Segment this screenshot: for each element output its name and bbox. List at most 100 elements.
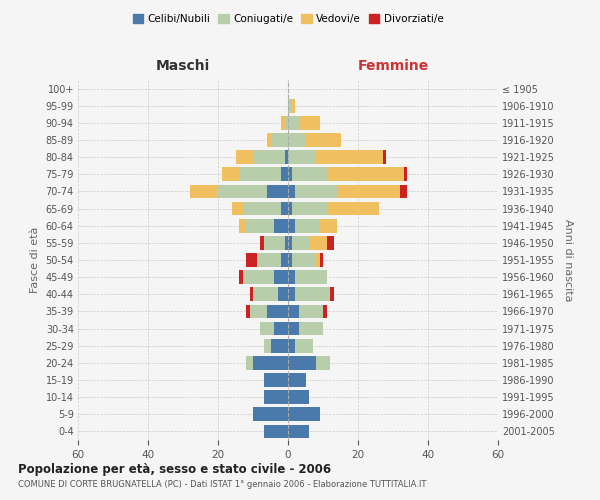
Bar: [288, 150, 316, 164]
Bar: [320, 219, 337, 232]
Bar: [284, 150, 288, 164]
Text: Femmine: Femmine: [358, 58, 428, 72]
Bar: [299, 322, 323, 336]
Bar: [239, 168, 281, 181]
Bar: [281, 253, 288, 267]
Bar: [316, 356, 330, 370]
Bar: [253, 288, 277, 301]
Text: Maschi: Maschi: [156, 58, 210, 72]
Bar: [330, 288, 334, 301]
Bar: [239, 270, 242, 284]
Bar: [250, 304, 267, 318]
Bar: [305, 133, 341, 147]
Bar: [281, 202, 288, 215]
Bar: [326, 168, 404, 181]
Bar: [221, 168, 239, 181]
Bar: [295, 339, 313, 352]
Bar: [250, 288, 253, 301]
Bar: [288, 322, 299, 336]
Bar: [288, 304, 299, 318]
Bar: [288, 253, 292, 267]
Bar: [299, 304, 323, 318]
Bar: [288, 236, 292, 250]
Bar: [288, 184, 295, 198]
Bar: [295, 184, 337, 198]
Bar: [288, 168, 292, 181]
Bar: [288, 356, 316, 370]
Bar: [263, 373, 288, 387]
Bar: [288, 390, 309, 404]
Bar: [316, 150, 383, 164]
Bar: [274, 219, 288, 232]
Bar: [288, 288, 295, 301]
Bar: [257, 253, 281, 267]
Bar: [288, 424, 309, 438]
Bar: [263, 339, 271, 352]
Bar: [267, 133, 271, 147]
Text: Popolazione per età, sesso e stato civile - 2006: Popolazione per età, sesso e stato civil…: [18, 462, 331, 475]
Bar: [277, 288, 288, 301]
Bar: [295, 219, 320, 232]
Bar: [253, 150, 284, 164]
Bar: [295, 288, 330, 301]
Bar: [288, 408, 320, 421]
Bar: [242, 270, 274, 284]
Bar: [323, 304, 326, 318]
Bar: [281, 168, 288, 181]
Bar: [232, 202, 242, 215]
Legend: Celibi/Nubili, Coniugati/e, Vedovi/e, Divorziati/e: Celibi/Nubili, Coniugati/e, Vedovi/e, Di…: [128, 10, 448, 29]
Bar: [292, 202, 326, 215]
Bar: [288, 219, 295, 232]
Bar: [190, 184, 218, 198]
Bar: [274, 270, 288, 284]
Bar: [288, 116, 299, 130]
Y-axis label: Fasce di età: Fasce di età: [30, 227, 40, 293]
Bar: [288, 99, 292, 112]
Bar: [260, 322, 274, 336]
Bar: [246, 304, 250, 318]
Bar: [235, 150, 253, 164]
Bar: [246, 356, 253, 370]
Bar: [284, 116, 288, 130]
Bar: [295, 270, 326, 284]
Bar: [292, 236, 309, 250]
Bar: [274, 322, 288, 336]
Text: COMUNE DI CORTE BRUGNATELLA (PC) - Dati ISTAT 1° gennaio 2006 - Elaborazione TUT: COMUNE DI CORTE BRUGNATELLA (PC) - Dati …: [18, 480, 427, 489]
Bar: [400, 184, 407, 198]
Bar: [288, 339, 295, 352]
Bar: [288, 373, 305, 387]
Bar: [242, 202, 281, 215]
Bar: [337, 184, 400, 198]
Bar: [288, 270, 295, 284]
Bar: [246, 253, 257, 267]
Bar: [263, 424, 288, 438]
Bar: [281, 116, 284, 130]
Bar: [284, 236, 288, 250]
Bar: [260, 236, 263, 250]
Bar: [288, 133, 305, 147]
Bar: [267, 184, 288, 198]
Bar: [383, 150, 386, 164]
Bar: [218, 184, 267, 198]
Bar: [299, 116, 320, 130]
Bar: [267, 304, 288, 318]
Bar: [263, 390, 288, 404]
Bar: [246, 219, 274, 232]
Bar: [239, 219, 246, 232]
Bar: [320, 253, 323, 267]
Bar: [309, 236, 326, 250]
Bar: [316, 253, 320, 267]
Bar: [271, 339, 288, 352]
Bar: [326, 202, 379, 215]
Bar: [292, 168, 326, 181]
Bar: [253, 356, 288, 370]
Bar: [263, 236, 284, 250]
Bar: [271, 133, 288, 147]
Bar: [292, 253, 316, 267]
Bar: [288, 202, 292, 215]
Y-axis label: Anni di nascita: Anni di nascita: [563, 219, 574, 301]
Bar: [326, 236, 334, 250]
Bar: [253, 408, 288, 421]
Bar: [292, 99, 295, 112]
Bar: [404, 168, 407, 181]
